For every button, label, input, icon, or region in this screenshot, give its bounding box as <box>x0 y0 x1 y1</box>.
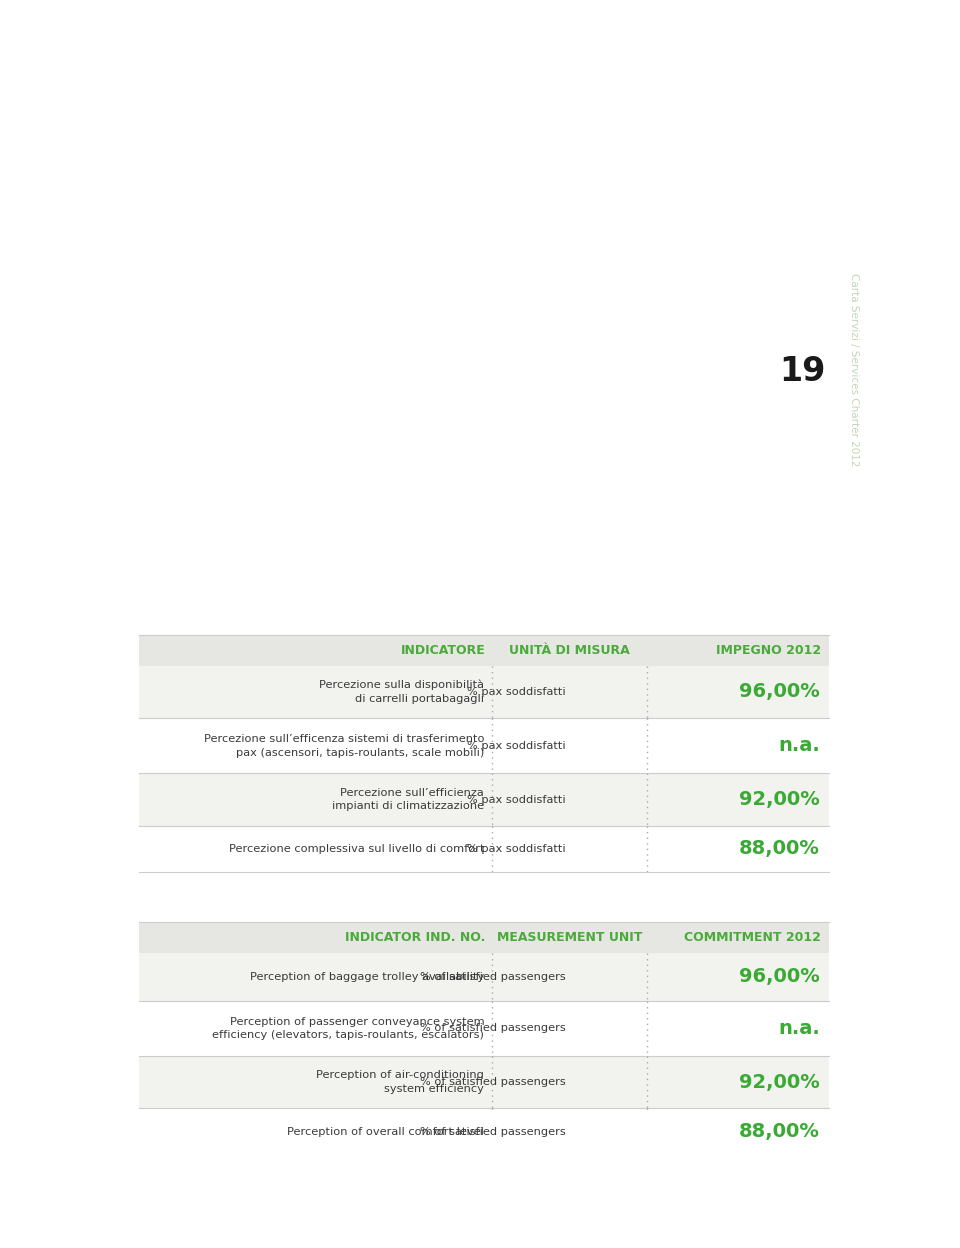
FancyBboxPatch shape <box>139 1056 829 1108</box>
FancyBboxPatch shape <box>139 635 829 665</box>
Text: Perception of overall comfort level: Perception of overall comfort level <box>287 1127 484 1137</box>
Text: n.a.: n.a. <box>778 736 820 755</box>
Text: COMMITMENT 2012: COMMITMENT 2012 <box>684 931 822 943</box>
Text: 96,00%: 96,00% <box>739 967 820 986</box>
FancyBboxPatch shape <box>139 774 829 826</box>
Text: Percezione sull’efficenza sistemi di trasferimento
pax (ascensori, tapis-roulant: Percezione sull’efficenza sistemi di tra… <box>204 734 484 758</box>
Text: % pax soddisfatti: % pax soddisfatti <box>467 741 565 751</box>
Text: Perception of passenger conveyance system
efficiency (elevators, tapis-roulants,: Perception of passenger conveyance syste… <box>212 1017 484 1040</box>
Text: 92,00%: 92,00% <box>739 1073 820 1092</box>
FancyBboxPatch shape <box>139 922 829 953</box>
FancyBboxPatch shape <box>139 953 829 1001</box>
Text: % of satisfied passengers: % of satisfied passengers <box>420 1023 565 1033</box>
Text: % of satisfied passengers: % of satisfied passengers <box>420 1127 565 1137</box>
Text: 92,00%: 92,00% <box>739 790 820 809</box>
Text: % of satisfied passengers: % of satisfied passengers <box>420 972 565 982</box>
FancyBboxPatch shape <box>139 665 829 718</box>
Text: % pax soddisfatti: % pax soddisfatti <box>467 844 565 854</box>
Text: INDICATORE: INDICATORE <box>401 644 486 656</box>
Text: 19: 19 <box>779 356 826 388</box>
Text: MEASUREMENT UNIT: MEASUREMENT UNIT <box>497 931 642 943</box>
Text: INDICATOR IND. NO.: INDICATOR IND. NO. <box>346 931 486 943</box>
Text: % pax soddisfatti: % pax soddisfatti <box>467 795 565 805</box>
Text: IMPEGNO 2012: IMPEGNO 2012 <box>716 644 822 656</box>
Text: 88,00%: 88,00% <box>739 840 820 859</box>
Text: UNITÀ DI MISURA: UNITÀ DI MISURA <box>509 644 630 656</box>
Text: n.a.: n.a. <box>778 1018 820 1038</box>
Text: Percezione sull’efficienza
impianti di climatizzazione: Percezione sull’efficienza impianti di c… <box>332 787 484 811</box>
Text: Percezione complessiva sul livello di comfort: Percezione complessiva sul livello di co… <box>228 844 484 854</box>
Text: 88,00%: 88,00% <box>739 1122 820 1141</box>
FancyBboxPatch shape <box>139 1108 829 1154</box>
Text: 96,00%: 96,00% <box>739 683 820 701</box>
Text: % pax soddisfatti: % pax soddisfatti <box>467 686 565 696</box>
FancyBboxPatch shape <box>139 826 829 872</box>
Text: Percezione sulla disponibilità
di carrelli portabagagli: Percezione sulla disponibilità di carrel… <box>320 680 484 704</box>
Text: Perception of baggage trolley availability: Perception of baggage trolley availabili… <box>250 972 484 982</box>
Text: % of satisfied passengers: % of satisfied passengers <box>420 1077 565 1087</box>
FancyBboxPatch shape <box>139 1001 829 1056</box>
FancyBboxPatch shape <box>139 718 829 774</box>
Text: Carta Servizi / Services Charter 2012: Carta Servizi / Services Charter 2012 <box>849 273 859 467</box>
Text: Perception of air-conditioning
system efficiency: Perception of air-conditioning system ef… <box>317 1071 484 1094</box>
